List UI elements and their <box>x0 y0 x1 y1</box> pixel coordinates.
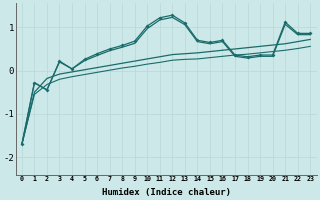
X-axis label: Humidex (Indice chaleur): Humidex (Indice chaleur) <box>101 188 231 197</box>
